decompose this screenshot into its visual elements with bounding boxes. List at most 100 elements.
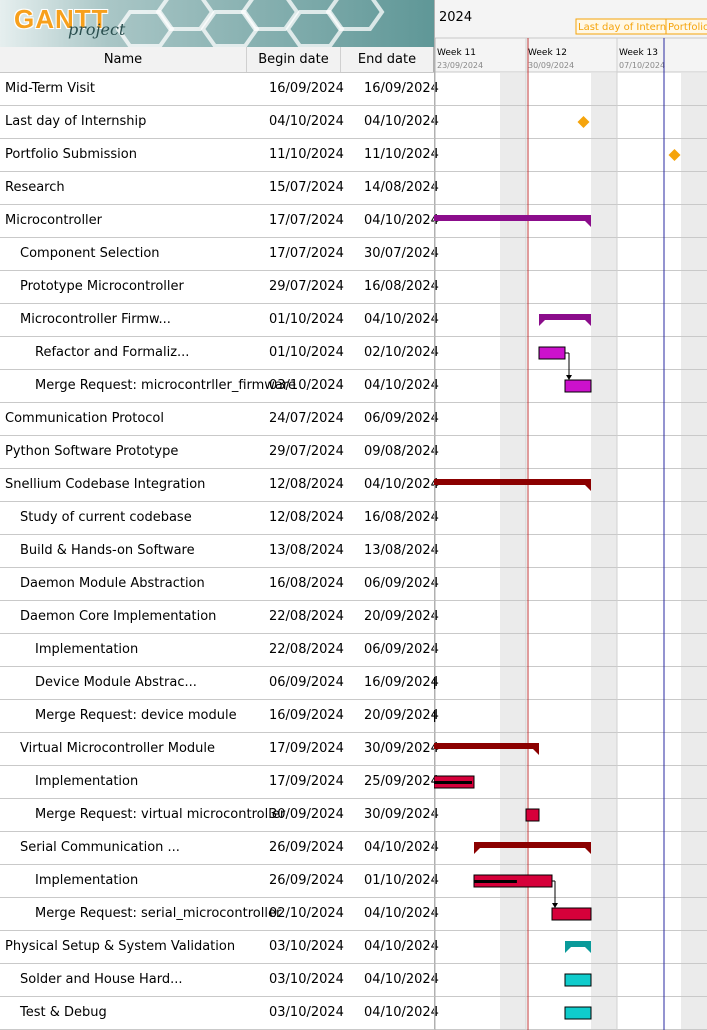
summary-bar (434, 743, 539, 749)
task-row[interactable]: Merge Request: serial_microcontroller 02/… (0, 898, 439, 931)
task-begin-date: 12/08/2024 (269, 510, 344, 525)
task-begin-date: 11/10/2024 (269, 147, 344, 162)
task-begin-date: 03/10/2024 (269, 972, 344, 987)
task-row[interactable]: Python Software Prototype 29/07/2024 09/08… (0, 436, 439, 469)
task-row[interactable]: Serial Communication ... 26/09/2024 04/10/… (0, 832, 439, 865)
task-begin-date: 03/10/2024 (269, 939, 344, 954)
task-end-date: 20/09/2024 (364, 609, 439, 624)
task-bar (538, 346, 566, 360)
task-row[interactable]: Build & Hands-on Software 13/08/2024 13/08… (0, 535, 439, 568)
week-label: Week 12 (528, 48, 567, 58)
summary-bar-start-cap (565, 947, 571, 953)
task-begin-date: 15/07/2024 (269, 180, 344, 195)
task-begin-date: 06/09/2024 (269, 675, 344, 690)
task-name: Merge Request: serial_microcontroller (35, 906, 282, 921)
column-header-begin-date[interactable]: Begin date (247, 47, 341, 72)
task-row[interactable]: Physical Setup & System Validation 03/10/… (0, 931, 439, 964)
task-bar (551, 907, 592, 921)
task-name: Portfolio Submission (5, 147, 137, 162)
task-name: Merge Request: virtual microcontroller (35, 807, 286, 822)
task-name: Merge Request: device module (35, 708, 237, 723)
task-row[interactable]: Implementation 26/09/2024 01/10/2024 (0, 865, 439, 898)
task-name: Test & Debug (20, 1005, 107, 1020)
week-date-label: 30/09/2024 (528, 61, 574, 70)
task-end-date: 04/10/2024 (364, 1005, 439, 1020)
task-row[interactable]: Snellium Codebase Integration 12/08/2024 0… (0, 469, 439, 502)
task-row[interactable]: Microcontroller Firmw... 01/10/2024 04/10/… (0, 304, 439, 337)
task-end-date: 04/10/2024 (364, 477, 439, 492)
task-begin-date: 01/10/2024 (269, 312, 344, 327)
task-name: Device Module Abstrac... (35, 675, 197, 690)
task-row[interactable]: Last day of Internship 04/10/2024 04/10/20… (0, 106, 439, 139)
task-end-date: 04/10/2024 (364, 939, 439, 954)
task-begin-date: 22/08/2024 (269, 609, 344, 624)
task-name: Snellium Codebase Integration (5, 477, 206, 492)
summary-bar-end-cap (585, 947, 591, 953)
task-name: Implementation (35, 873, 139, 888)
task-begin-date: 26/09/2024 (269, 840, 344, 855)
brand-project-text: project (68, 20, 126, 39)
task-end-date: 06/09/2024 (364, 642, 439, 657)
task-end-date: 16/08/2024 (364, 279, 439, 294)
summary-bar-end-cap (585, 320, 591, 326)
task-row[interactable]: Portfolio Submission 11/10/2024 11/10/2024 (0, 139, 439, 172)
task-row[interactable]: Merge Request: virtual microcontroller 30… (0, 799, 439, 832)
gantt-chart-area[interactable]: 2024 Week 11 23/09/2024 Week 12 30/09/2024 We… (434, 0, 707, 1030)
summary-bar (434, 215, 591, 221)
task-begin-date: 13/08/2024 (269, 543, 344, 558)
task-row[interactable]: Communication Protocol 24/07/2024 06/09/20… (0, 403, 439, 436)
task-name: Research (5, 180, 65, 195)
milestone-flag-label: Last day of Internship (578, 22, 687, 33)
task-end-date: 30/07/2024 (364, 246, 439, 261)
task-bar (564, 1006, 592, 1020)
task-begin-date: 03/10/2024 (269, 378, 344, 393)
task-row[interactable]: Solder and House Hard... 03/10/2024 04/10/… (0, 964, 439, 997)
task-bar (564, 379, 592, 393)
task-row[interactable]: Component Selection 17/07/2024 30/07/2024 (0, 238, 439, 271)
task-row[interactable]: Prototype Microcontroller 29/07/2024 16/08… (0, 271, 439, 304)
task-row[interactable]: Virtual Microcontroller Module 17/09/2024… (0, 733, 439, 766)
task-name: Communication Protocol (5, 411, 164, 426)
column-header-name[interactable]: Name (0, 47, 247, 72)
task-end-date: 16/09/2024 (364, 675, 439, 690)
task-end-date: 04/10/2024 (364, 840, 439, 855)
task-row[interactable]: Study of current codebase 12/08/2024 16/08… (0, 502, 439, 535)
task-begin-date: 16/08/2024 (269, 576, 344, 591)
task-end-date: 16/08/2024 (364, 510, 439, 525)
task-row[interactable]: Implementation 22/08/2024 06/09/2024 (0, 634, 439, 667)
task-end-date: 09/08/2024 (364, 444, 439, 459)
task-progress-bar (434, 781, 472, 784)
task-end-date: 16/09/2024 (364, 81, 439, 96)
gantt-chart-svg: 2024 Week 11 23/09/2024 Week 12 30/09/2024 We… (434, 0, 707, 1030)
task-row[interactable]: Merge Request: device module 16/09/2024 20… (0, 700, 439, 733)
week-date-label: 23/09/2024 (437, 61, 483, 70)
task-name: Python Software Prototype (5, 444, 179, 459)
task-row[interactable]: Merge Request: microcontrller_firmware 03… (0, 370, 439, 403)
task-end-date: 06/09/2024 (364, 576, 439, 591)
task-row[interactable]: Refactor and Formaliz... 01/10/2024 02/10/… (0, 337, 439, 370)
timeline-year-label: 2024 (439, 10, 472, 25)
task-end-date: 04/10/2024 (364, 378, 439, 393)
summary-bar-end-cap (585, 221, 591, 227)
task-begin-date: 30/09/2024 (269, 807, 344, 822)
dependency-arrow-head (566, 375, 572, 380)
task-row[interactable]: Microcontroller 17/07/2024 04/10/2024 (0, 205, 439, 238)
task-row[interactable]: Test & Debug 03/10/2024 04/10/2024 (0, 997, 439, 1030)
task-name: Study of current codebase (20, 510, 192, 525)
task-row[interactable]: Mid-Term Visit 16/09/2024 16/09/2024 (0, 73, 439, 106)
task-begin-date: 16/09/2024 (269, 708, 344, 723)
task-end-date: 04/10/2024 (364, 213, 439, 228)
task-row[interactable]: Implementation 17/09/2024 25/09/2024 (0, 766, 439, 799)
summary-bar-end-cap (585, 485, 591, 491)
task-name: Component Selection (20, 246, 160, 261)
task-row[interactable]: Daemon Core Implementation 22/08/2024 20/0… (0, 601, 439, 634)
task-name: Daemon Core Implementation (20, 609, 217, 624)
column-header-end-date[interactable]: End date (341, 47, 434, 72)
task-row[interactable]: Research 15/07/2024 14/08/2024 (0, 172, 439, 205)
summary-bar (539, 314, 591, 320)
weekend-shading (500, 73, 526, 1030)
task-end-date: 01/10/2024 (364, 873, 439, 888)
task-name: Physical Setup & System Validation (5, 939, 236, 954)
task-row[interactable]: Device Module Abstrac... 06/09/2024 16/09/… (0, 667, 439, 700)
task-row[interactable]: Daemon Module Abstraction 16/08/2024 06/09… (0, 568, 439, 601)
